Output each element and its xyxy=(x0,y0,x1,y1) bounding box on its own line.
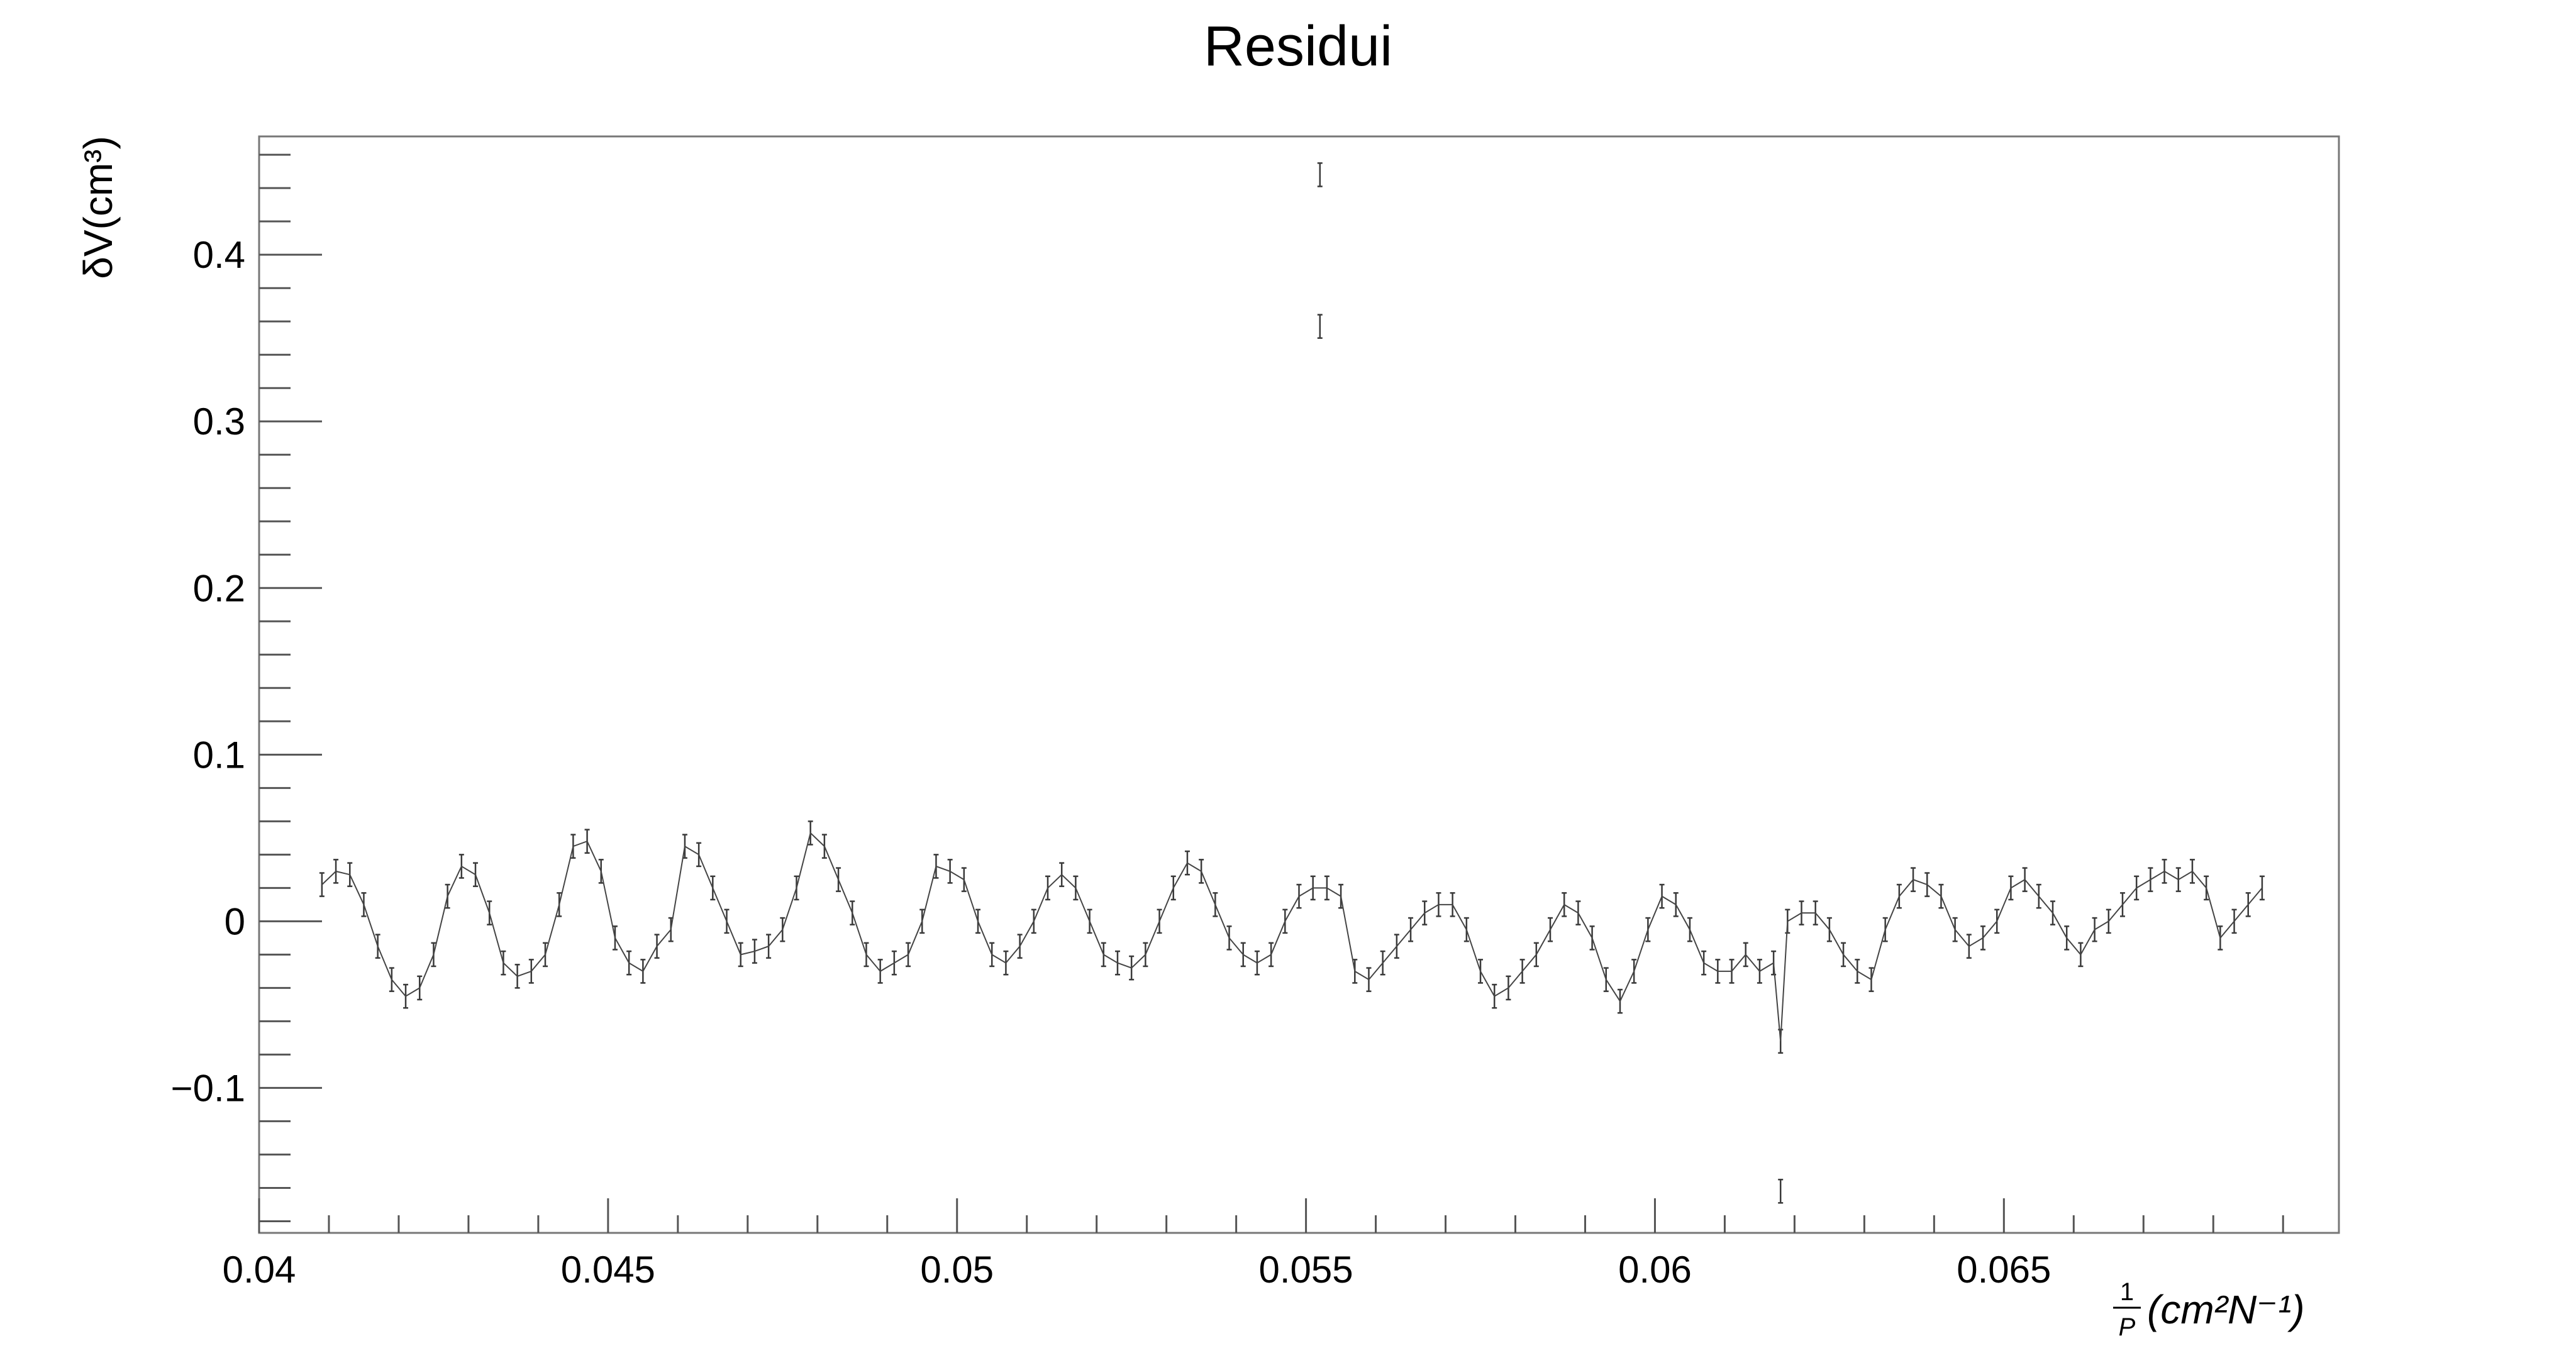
y-tick-label: 0.4 xyxy=(193,234,245,276)
x-tick-label: 0.065 xyxy=(1957,1249,2051,1291)
x-tick-label: 0.045 xyxy=(561,1249,655,1291)
x-tick-label: 0.04 xyxy=(223,1249,296,1291)
y-tick-label: 0.2 xyxy=(193,567,245,609)
x-label-denominator: P xyxy=(2119,1313,2136,1341)
x-axis: 0.04 0.045 0.05 0.055 0.06 0.065 xyxy=(223,1198,2284,1291)
y-axis-label: δV(cm³) xyxy=(75,136,121,279)
y-tick-label: 0.3 xyxy=(193,400,245,443)
y-tick-label: 0 xyxy=(225,900,245,942)
chart-title: Residui xyxy=(1204,15,1392,78)
x-tick-label: 0.06 xyxy=(1618,1249,1692,1291)
x-label-units: (cm²N⁻¹) xyxy=(2147,1287,2305,1332)
data-point xyxy=(1778,1178,1784,1204)
x-label-numerator: 1 xyxy=(2120,1278,2134,1306)
x-tick-label: 0.055 xyxy=(1259,1249,1353,1291)
x-axis-label: 1 P (cm²N⁻¹) xyxy=(2113,1278,2305,1341)
y-tick-label: 0.1 xyxy=(193,734,245,776)
data-point xyxy=(1317,162,1323,187)
data-point xyxy=(2259,875,2265,901)
residual-trace xyxy=(321,831,2263,1042)
x-tick-label: 0.05 xyxy=(920,1249,994,1291)
y-axis: −0.1 0 0.1 0.2 0.3 0.4 xyxy=(171,153,322,1222)
y-tick-label: −0.1 xyxy=(171,1067,245,1109)
plot-frame xyxy=(258,135,2340,1234)
data-points xyxy=(319,162,2265,1204)
data-point xyxy=(1317,314,1323,339)
